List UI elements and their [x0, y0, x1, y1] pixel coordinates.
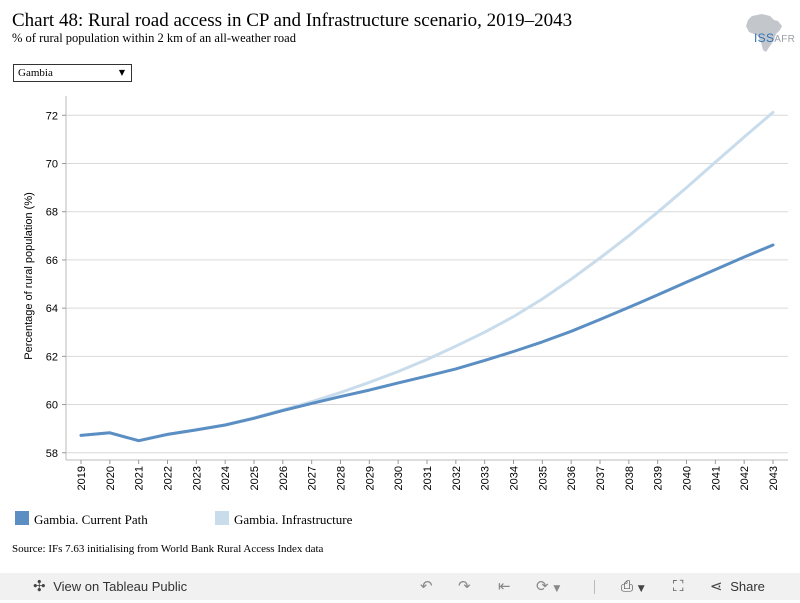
y-tick-label: 72 — [46, 110, 58, 122]
share-icon: ⋖ — [710, 577, 723, 595]
x-tick-label: 2033 — [480, 466, 492, 490]
refresh-icon[interactable]: ⟳ ▼ — [536, 577, 561, 595]
x-tick-label: 2031 — [422, 466, 434, 490]
x-tick-label: 2041 — [710, 466, 722, 490]
fullscreen-icon[interactable]: ⛶ — [673, 577, 684, 595]
share-label: Share — [730, 579, 765, 594]
x-tick-label: 2034 — [509, 466, 521, 490]
revert-icon[interactable]: ⇤ — [498, 577, 511, 595]
x-tick-label: 2036 — [566, 466, 578, 490]
country-filter-dropdown[interactable]: Gambia ▼ — [13, 64, 132, 82]
tableau-logo-icon: ✣ — [33, 577, 46, 595]
x-tick-label: 2022 — [163, 466, 175, 490]
y-tick-label: 58 — [46, 448, 58, 460]
legend-label-current-path: Gambia. Current Path — [34, 512, 148, 527]
y-tick-label: 64 — [46, 303, 58, 315]
gridlines — [66, 114, 788, 454]
undo-icon[interactable]: ↶ — [420, 577, 433, 595]
x-tick-label: 2030 — [393, 466, 405, 490]
x-tick-label: 2019 — [76, 466, 88, 490]
x-tick-label: 2025 — [249, 466, 261, 490]
share-button[interactable]: ⋖ Share — [710, 573, 765, 600]
toolbar-divider — [594, 580, 595, 594]
x-tick-label: 2043 — [768, 466, 780, 490]
x-tick-label: 2024 — [220, 466, 232, 490]
x-tick-label: 2040 — [682, 466, 694, 490]
download-icon[interactable]: ⎙ ▼ — [621, 577, 645, 595]
series-lines — [79, 110, 775, 443]
x-tick-label: 2026 — [278, 466, 290, 490]
x-tick-label: 2039 — [653, 466, 665, 490]
y-axis-label: Percentage of rural population (%) — [23, 192, 35, 360]
x-tick-label: 2027 — [307, 466, 319, 490]
y-tick-label: 68 — [46, 207, 58, 219]
series-line-infrastructure — [79, 110, 775, 443]
source-note: Source: IFs 7.63 initialising from World… — [12, 543, 324, 555]
x-tick-label: 2038 — [624, 466, 636, 490]
x-tick-label: 2042 — [739, 466, 751, 490]
tableau-toolbar: ✣ View on Tableau Public ↶ ↷ ⇤ ⟳ ▼ ⎙ ▼ ⛶… — [0, 573, 800, 600]
view-on-tableau-label: View on Tableau Public — [53, 579, 188, 594]
africa-map-icon — [746, 14, 782, 52]
legend-swatch-current-path — [15, 511, 29, 525]
x-tick-label: 2021 — [134, 466, 146, 490]
y-tick-label: 70 — [46, 158, 58, 170]
x-tick-label: 2035 — [537, 466, 549, 490]
y-axis: 58 60 62 64 66 68 70 72 — [46, 96, 67, 460]
chart-subtitle: % of rural population within 2 km of an … — [12, 31, 296, 45]
triangle-down-icon: ▼ — [118, 68, 125, 77]
x-tick-label: 2020 — [105, 466, 117, 490]
legend-label-infrastructure: Gambia. Infrastructure — [234, 512, 353, 527]
chart-title: Chart 48: Rural road access in CP and In… — [12, 10, 573, 31]
legend-swatch-infrastructure — [215, 511, 229, 525]
redo-icon[interactable]: ↷ — [458, 577, 471, 595]
series-line-current-path — [79, 243, 775, 443]
y-tick-label: 66 — [46, 255, 58, 267]
x-axis: 2019 2020 2021 2022 2023 2024 2025 2026 2027 2028… — [66, 459, 788, 490]
view-on-tableau-button[interactable]: ✣ View on Tableau Public — [33, 573, 187, 600]
x-tick-label: 2023 — [191, 466, 203, 490]
y-tick-label: 62 — [46, 351, 58, 363]
logo-text: ISSAFR — [754, 31, 796, 45]
x-tick-label: 2028 — [336, 466, 348, 490]
dropdown-selected-value: Gambia — [18, 67, 53, 79]
x-tick-label: 2037 — [595, 466, 607, 490]
x-tick-label: 2029 — [364, 466, 376, 490]
y-tick-label: 60 — [46, 400, 58, 412]
x-tick-label: 2032 — [451, 466, 463, 490]
